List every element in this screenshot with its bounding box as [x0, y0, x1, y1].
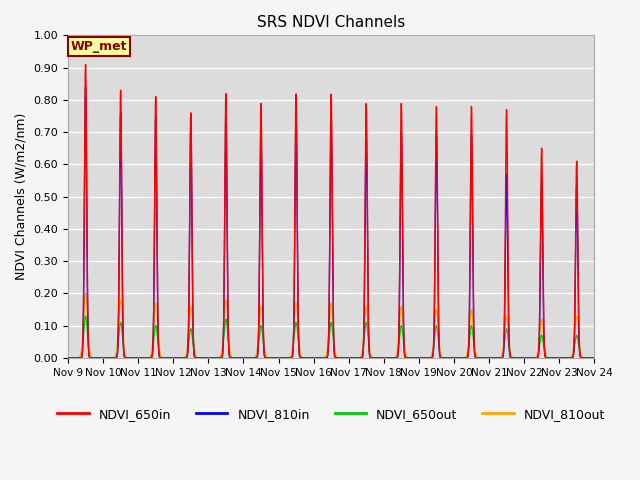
NDVI_650out — [82, 313, 90, 319]
NDVI_650out — [580, 355, 588, 360]
NDVI_810out — [266, 355, 274, 360]
NDVI_650in — [82, 61, 90, 67]
Legend: NDVI_650in, NDVI_810in, NDVI_650out, NDVI_810out: NDVI_650in, NDVI_810in, NDVI_650out, NDV… — [52, 403, 610, 426]
NDVI_810in — [124, 355, 132, 360]
NDVI_650out — [266, 355, 274, 360]
NDVI_650out — [64, 355, 72, 360]
NDVI_650in — [524, 355, 531, 360]
NDVI_810out — [591, 355, 598, 360]
NDVI_650in — [580, 355, 588, 360]
NDVI_650in — [156, 354, 163, 360]
NDVI_810out — [524, 355, 531, 360]
NDVI_810out — [580, 355, 588, 360]
Line: NDVI_650out: NDVI_650out — [68, 316, 595, 358]
NDVI_810in — [289, 351, 296, 357]
NDVI_650in — [64, 355, 72, 360]
Text: WP_met: WP_met — [70, 40, 127, 53]
NDVI_650in — [289, 351, 296, 357]
NDVI_810in — [591, 355, 598, 360]
NDVI_650in — [124, 355, 132, 360]
Line: NDVI_810out: NDVI_810out — [68, 293, 595, 358]
NDVI_810in — [266, 355, 274, 360]
NDVI_810out — [64, 355, 72, 360]
NDVI_810in — [580, 355, 588, 360]
NDVI_650out — [124, 355, 132, 360]
NDVI_650out — [156, 350, 163, 356]
Y-axis label: NDVI Channels (W/m2/nm): NDVI Channels (W/m2/nm) — [15, 113, 28, 280]
NDVI_810out — [289, 342, 296, 348]
NDVI_650in — [591, 355, 598, 360]
NDVI_810in — [64, 355, 72, 360]
NDVI_650out — [591, 355, 598, 360]
Line: NDVI_650in: NDVI_650in — [68, 64, 595, 358]
NDVI_650out — [289, 347, 296, 352]
NDVI_810in — [82, 84, 90, 90]
NDVI_650in — [266, 355, 274, 360]
Line: NDVI_810in: NDVI_810in — [68, 87, 595, 358]
NDVI_650out — [524, 355, 531, 360]
NDVI_810out — [82, 290, 90, 296]
NDVI_810out — [124, 355, 132, 360]
NDVI_810out — [156, 347, 163, 352]
Title: SRS NDVI Channels: SRS NDVI Channels — [257, 15, 405, 30]
NDVI_810in — [156, 354, 163, 360]
NDVI_810in — [524, 355, 531, 360]
